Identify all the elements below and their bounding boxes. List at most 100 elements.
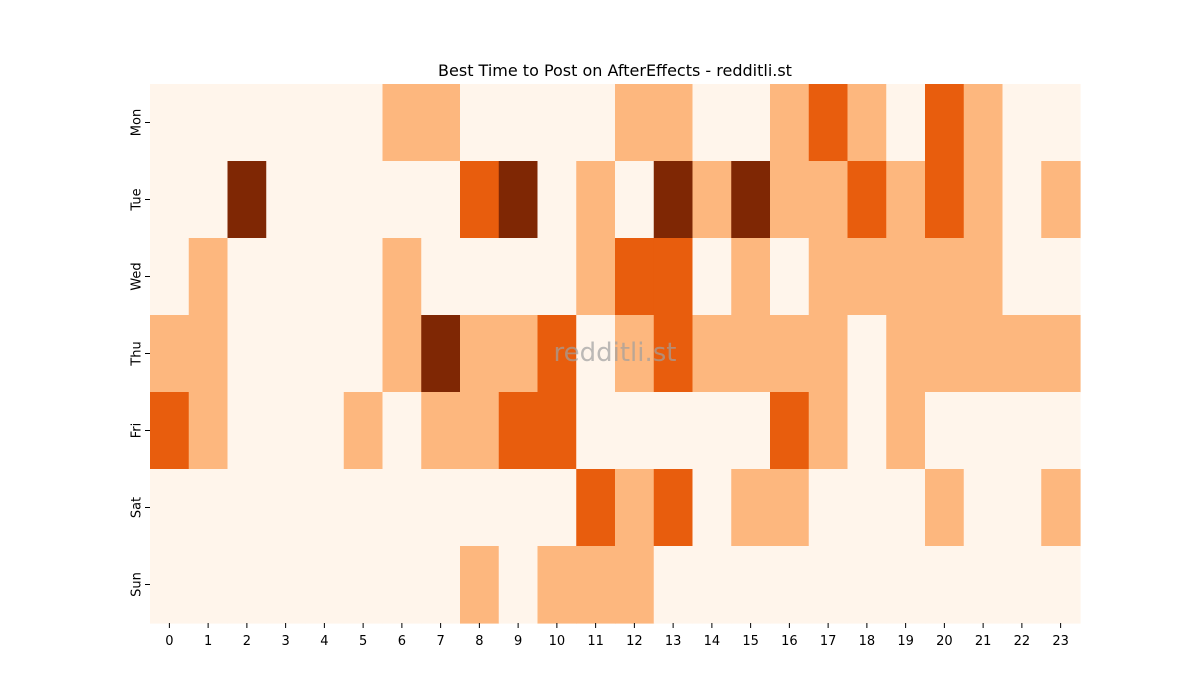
heatmap-cell-sun-16 (770, 546, 810, 624)
heatmap-cell-wed-14 (692, 238, 732, 316)
heatmap-cell-tue-4 (305, 161, 345, 239)
heatmap-cell-sun-14 (692, 546, 732, 624)
x-tick-label: 7 (436, 634, 444, 649)
x-tick-label: 1 (204, 634, 212, 649)
y-tick-label-sat: Sat (130, 497, 145, 518)
heatmap-cell-sun-5 (343, 546, 384, 624)
heatmap-cell-thu-12 (615, 315, 655, 393)
heatmap-cell-thu-15 (731, 315, 771, 393)
heatmap-cell-wed-18 (847, 238, 887, 316)
x-tick-label: 11 (587, 634, 604, 649)
heatmap-cell-wed-22 (1002, 238, 1042, 316)
x-tick-label: 12 (626, 634, 643, 649)
heatmap-cell-tue-15 (731, 161, 771, 239)
heatmap-cell-tue-8 (460, 161, 500, 239)
heatmap-cell-mon-12 (615, 84, 655, 162)
heatmap-cell-sun-6 (382, 546, 422, 624)
heatmap-cell-sat-22 (1002, 469, 1042, 547)
heatmap-cell-sun-7 (421, 546, 461, 624)
heatmap-cell-tue-13 (653, 161, 694, 239)
heatmap-cell-sat-20 (925, 469, 965, 547)
heatmap-cell-sun-13 (653, 546, 694, 624)
x-tick-label: 23 (1052, 634, 1069, 649)
heatmap-cell-sun-11 (576, 546, 616, 624)
heatmap-cell-thu-7 (421, 315, 461, 393)
x-tick-label: 6 (398, 634, 406, 649)
heatmap-cell-mon-14 (692, 84, 732, 162)
heatmap-cell-thu-3 (266, 315, 306, 393)
heatmap-cell-thu-6 (382, 315, 422, 393)
heatmap-cell-thu-19 (886, 315, 926, 393)
heatmap-cell-tue-14 (692, 161, 732, 239)
heatmap-cell-mon-6 (382, 84, 422, 162)
heatmap-cell-sat-11 (576, 469, 616, 547)
heatmap-cell-sat-15 (731, 469, 771, 547)
x-tick-label: 2 (243, 634, 251, 649)
heatmap-cell-mon-15 (731, 84, 771, 162)
heatmap-cell-tue-19 (886, 161, 926, 239)
heatmap-cell-tue-20 (925, 161, 965, 239)
heatmap-cell-fri-13 (653, 392, 694, 470)
heatmap-cell-sat-7 (421, 469, 461, 547)
heatmap-cell-tue-9 (498, 161, 539, 239)
heatmap-cell-tue-17 (808, 161, 849, 239)
heatmap-cell-fri-22 (1002, 392, 1042, 470)
heatmap-cell-tue-6 (382, 161, 422, 239)
heatmap-cell-fri-14 (692, 392, 732, 470)
heatmap-cell-mon-11 (576, 84, 616, 162)
heatmap-cell-tue-22 (1002, 161, 1042, 239)
heatmap-cell-thu-0 (150, 315, 190, 393)
x-tick-label: 14 (704, 634, 721, 649)
heatmap-cell-sat-18 (847, 469, 887, 547)
heatmap-cell-sat-6 (382, 469, 422, 547)
heatmap-cell-mon-17 (808, 84, 849, 162)
heatmap-cell-mon-16 (770, 84, 810, 162)
heatmap-cell-sat-9 (498, 469, 539, 547)
heatmap-cell-wed-11 (576, 238, 616, 316)
heatmap-cell-wed-17 (808, 238, 849, 316)
heatmap-cell-mon-13 (653, 84, 694, 162)
heatmap-cell-sun-3 (266, 546, 306, 624)
heatmap-cell-tue-7 (421, 161, 461, 239)
heatmap-cells (150, 84, 1081, 624)
heatmap-cell-thu-22 (1002, 315, 1042, 393)
x-tick-label: 18 (859, 634, 876, 649)
heatmap-cell-sat-23 (1041, 469, 1081, 547)
heatmap-cell-mon-0 (150, 84, 190, 162)
heatmap-cell-mon-2 (227, 84, 267, 162)
heatmap-cell-mon-5 (343, 84, 384, 162)
x-tick-label: 13 (665, 634, 682, 649)
heatmap-cell-sat-3 (266, 469, 306, 547)
heatmap-cell-sat-14 (692, 469, 732, 547)
x-tick-label: 8 (475, 634, 483, 649)
heatmap-cell-fri-21 (963, 392, 1004, 470)
heatmap-cell-mon-18 (847, 84, 887, 162)
heatmap-cell-tue-0 (150, 161, 190, 239)
x-tick-label: 5 (359, 634, 367, 649)
heatmap-cell-sat-13 (653, 469, 694, 547)
x-tick-label: 16 (781, 634, 798, 649)
heatmap-cell-thu-13 (653, 315, 694, 393)
y-tick-label-fri: Fri (130, 423, 145, 439)
heatmap-cell-tue-23 (1041, 161, 1081, 239)
heatmap-cell-sat-2 (227, 469, 267, 547)
heatmap-cell-tue-1 (188, 161, 229, 239)
heatmap-cell-tue-16 (770, 161, 810, 239)
heatmap-cell-mon-9 (498, 84, 539, 162)
heatmap-cell-thu-16 (770, 315, 810, 393)
heatmap-cell-thu-2 (227, 315, 267, 393)
heatmap-cell-tue-5 (343, 161, 384, 239)
heatmap-cell-sun-1 (188, 546, 229, 624)
heatmap-cell-wed-10 (537, 238, 577, 316)
heatmap-cell-thu-23 (1041, 315, 1081, 393)
heatmap-cell-fri-23 (1041, 392, 1081, 470)
y-tick-label-thu: Thu (130, 341, 145, 366)
heatmap-cell-sat-19 (886, 469, 926, 547)
chart-title: Best Time to Post on AfterEffects - redd… (438, 61, 792, 80)
heatmap-cell-wed-23 (1041, 238, 1081, 316)
heatmap-cell-sat-8 (460, 469, 500, 547)
heatmap-cell-tue-21 (963, 161, 1004, 239)
heatmap-cell-thu-4 (305, 315, 345, 393)
heatmap-cell-fri-6 (382, 392, 422, 470)
